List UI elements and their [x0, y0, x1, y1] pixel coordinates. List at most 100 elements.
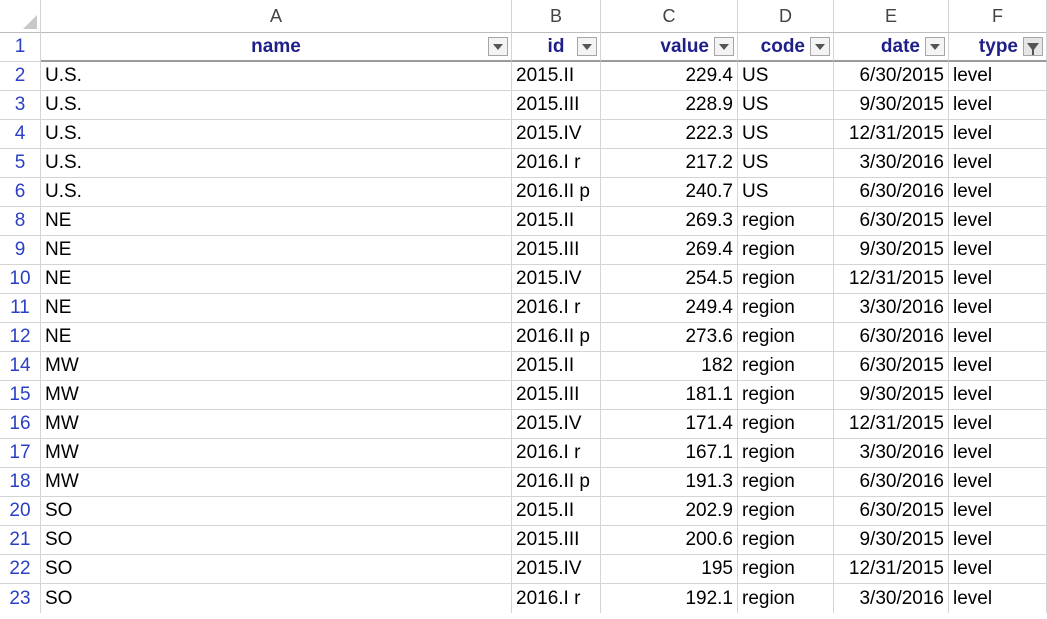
cell-id[interactable]: 2015.II: [512, 207, 601, 236]
column-header-d[interactable]: D: [738, 0, 834, 33]
filter-dropdown-date[interactable]: [925, 37, 945, 56]
cell-date[interactable]: 3/30/2016: [834, 439, 949, 468]
row-header[interactable]: 20: [0, 497, 41, 526]
select-all-corner[interactable]: [0, 0, 41, 33]
cell-id[interactable]: 2016.I r: [512, 584, 601, 613]
row-header[interactable]: 10: [0, 265, 41, 294]
cell-type[interactable]: level: [949, 120, 1047, 149]
cell-type[interactable]: level: [949, 236, 1047, 265]
cell-value[interactable]: 195: [601, 555, 738, 584]
cell-name[interactable]: SO: [41, 555, 512, 584]
cell-type[interactable]: level: [949, 526, 1047, 555]
cell-type[interactable]: level: [949, 178, 1047, 207]
cell-code[interactable]: US: [738, 62, 834, 91]
row-header[interactable]: 17: [0, 439, 41, 468]
cell-id[interactable]: 2015.II: [512, 497, 601, 526]
cell-value[interactable]: 191.3: [601, 468, 738, 497]
cell-name[interactable]: MW: [41, 352, 512, 381]
cell-date[interactable]: 12/31/2015: [834, 265, 949, 294]
cell-code[interactable]: region: [738, 468, 834, 497]
header-cell-value[interactable]: value: [601, 33, 738, 62]
cell-date[interactable]: 6/30/2015: [834, 497, 949, 526]
cell-id[interactable]: 2015.IV: [512, 120, 601, 149]
cell-name[interactable]: MW: [41, 381, 512, 410]
cell-value[interactable]: 269.4: [601, 236, 738, 265]
cell-id[interactable]: 2015.III: [512, 526, 601, 555]
cell-date[interactable]: 3/30/2016: [834, 149, 949, 178]
row-header[interactable]: 18: [0, 468, 41, 497]
header-cell-name[interactable]: name: [41, 33, 512, 62]
cell-code[interactable]: region: [738, 323, 834, 352]
cell-type[interactable]: level: [949, 62, 1047, 91]
cell-value[interactable]: 240.7: [601, 178, 738, 207]
cell-value[interactable]: 200.6: [601, 526, 738, 555]
cell-date[interactable]: 6/30/2016: [834, 468, 949, 497]
cell-code[interactable]: US: [738, 120, 834, 149]
cell-type[interactable]: level: [949, 555, 1047, 584]
cell-value[interactable]: 202.9: [601, 497, 738, 526]
cell-code[interactable]: region: [738, 439, 834, 468]
cell-type[interactable]: level: [949, 294, 1047, 323]
row-header[interactable]: 22: [0, 555, 41, 584]
cell-value[interactable]: 171.4: [601, 410, 738, 439]
cell-date[interactable]: 9/30/2015: [834, 381, 949, 410]
column-header-f[interactable]: F: [949, 0, 1047, 33]
cell-value[interactable]: 229.4: [601, 62, 738, 91]
cell-name[interactable]: U.S.: [41, 120, 512, 149]
cell-code[interactable]: region: [738, 207, 834, 236]
cell-type[interactable]: level: [949, 584, 1047, 613]
column-header-e[interactable]: E: [834, 0, 949, 33]
cell-value[interactable]: 192.1: [601, 584, 738, 613]
row-header[interactable]: 15: [0, 381, 41, 410]
cell-code[interactable]: region: [738, 584, 834, 613]
row-header[interactable]: 23: [0, 584, 41, 613]
row-header[interactable]: 21: [0, 526, 41, 555]
cell-name[interactable]: NE: [41, 265, 512, 294]
cell-type[interactable]: level: [949, 439, 1047, 468]
cell-id[interactable]: 2016.II p: [512, 323, 601, 352]
row-header[interactable]: 5: [0, 149, 41, 178]
cell-name[interactable]: MW: [41, 410, 512, 439]
cell-date[interactable]: 12/31/2015: [834, 410, 949, 439]
header-cell-id[interactable]: id: [512, 33, 601, 62]
filter-dropdown-name[interactable]: [488, 37, 508, 56]
row-header[interactable]: 11: [0, 294, 41, 323]
cell-id[interactable]: 2016.I r: [512, 294, 601, 323]
cell-name[interactable]: NE: [41, 294, 512, 323]
cell-date[interactable]: 6/30/2015: [834, 62, 949, 91]
cell-id[interactable]: 2015.II: [512, 352, 601, 381]
filter-dropdown-code[interactable]: [810, 37, 830, 56]
cell-name[interactable]: SO: [41, 526, 512, 555]
cell-name[interactable]: SO: [41, 584, 512, 613]
row-header[interactable]: 8: [0, 207, 41, 236]
cell-date[interactable]: 12/31/2015: [834, 120, 949, 149]
header-cell-type[interactable]: type: [949, 33, 1047, 62]
cell-code[interactable]: region: [738, 294, 834, 323]
cell-value[interactable]: 181.1: [601, 381, 738, 410]
cell-type[interactable]: level: [949, 149, 1047, 178]
cell-name[interactable]: MW: [41, 439, 512, 468]
cell-code[interactable]: region: [738, 410, 834, 439]
cell-id[interactable]: 2016.II p: [512, 178, 601, 207]
row-header-1[interactable]: 1: [0, 33, 41, 62]
cell-id[interactable]: 2015.IV: [512, 265, 601, 294]
filter-dropdown-value[interactable]: [714, 37, 734, 56]
cell-id[interactable]: 2015.III: [512, 91, 601, 120]
cell-date[interactable]: 12/31/2015: [834, 555, 949, 584]
cell-value[interactable]: 249.4: [601, 294, 738, 323]
cell-id[interactable]: 2016.II p: [512, 468, 601, 497]
cell-code[interactable]: US: [738, 91, 834, 120]
cell-code[interactable]: region: [738, 265, 834, 294]
cell-date[interactable]: 6/30/2015: [834, 352, 949, 381]
cell-id[interactable]: 2016.I r: [512, 439, 601, 468]
cell-code[interactable]: US: [738, 149, 834, 178]
row-header[interactable]: 9: [0, 236, 41, 265]
cell-code[interactable]: region: [738, 381, 834, 410]
cell-id[interactable]: 2015.III: [512, 236, 601, 265]
cell-code[interactable]: region: [738, 352, 834, 381]
cell-id[interactable]: 2016.I r: [512, 149, 601, 178]
cell-name[interactable]: SO: [41, 497, 512, 526]
row-header[interactable]: 12: [0, 323, 41, 352]
cell-type[interactable]: level: [949, 381, 1047, 410]
cell-value[interactable]: 167.1: [601, 439, 738, 468]
